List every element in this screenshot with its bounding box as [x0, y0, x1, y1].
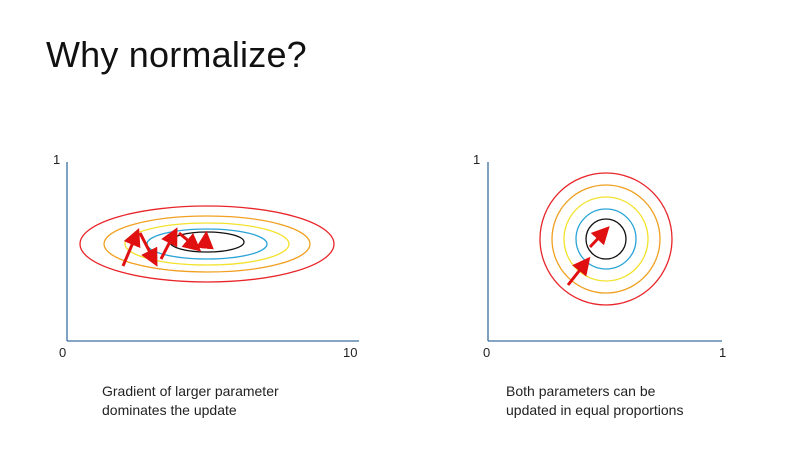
left-caption-line: dominates the update — [102, 402, 237, 418]
left-gradient-arrow — [195, 230, 214, 250]
left-x-min-label: 0 — [59, 345, 66, 360]
left-gradient-arrow — [138, 232, 158, 267]
right-plot: 1 0 1 — [473, 152, 726, 360]
right-x-min-label: 0 — [483, 345, 490, 360]
left-x-max-label: 10 — [343, 345, 357, 360]
left-y-max-label: 1 — [53, 152, 60, 167]
left-gradient-arrow — [178, 231, 202, 252]
right-gradient-arrow — [566, 256, 591, 286]
right-gradient-arrow — [588, 226, 610, 249]
left-caption-line: Gradient of larger parameter — [102, 383, 279, 399]
right-caption-line: updated in equal proportions — [506, 402, 684, 418]
right-contour-orange — [551, 184, 661, 294]
left-caption: Gradient of larger parameter dominates t… — [102, 382, 342, 420]
left-contour-outer — [79, 205, 335, 283]
right-x-max-label: 1 — [719, 345, 726, 360]
slide-title: Why normalize? — [46, 34, 307, 75]
right-caption-line: Both parameters can be — [506, 383, 656, 399]
right-caption: Both parameters can be updated in equal … — [506, 382, 746, 420]
right-contour-outer — [539, 172, 673, 306]
right-contour-inner — [585, 218, 627, 260]
right-contour-yellow — [563, 196, 649, 282]
right-contour-cyan — [575, 208, 637, 270]
left-contour-orange — [103, 215, 311, 273]
right-y-max-label: 1 — [473, 152, 480, 167]
left-plot: 1 0 10 — [53, 152, 359, 360]
left-gradient-arrow — [159, 227, 178, 260]
left-gradient-arrow — [121, 228, 141, 267]
